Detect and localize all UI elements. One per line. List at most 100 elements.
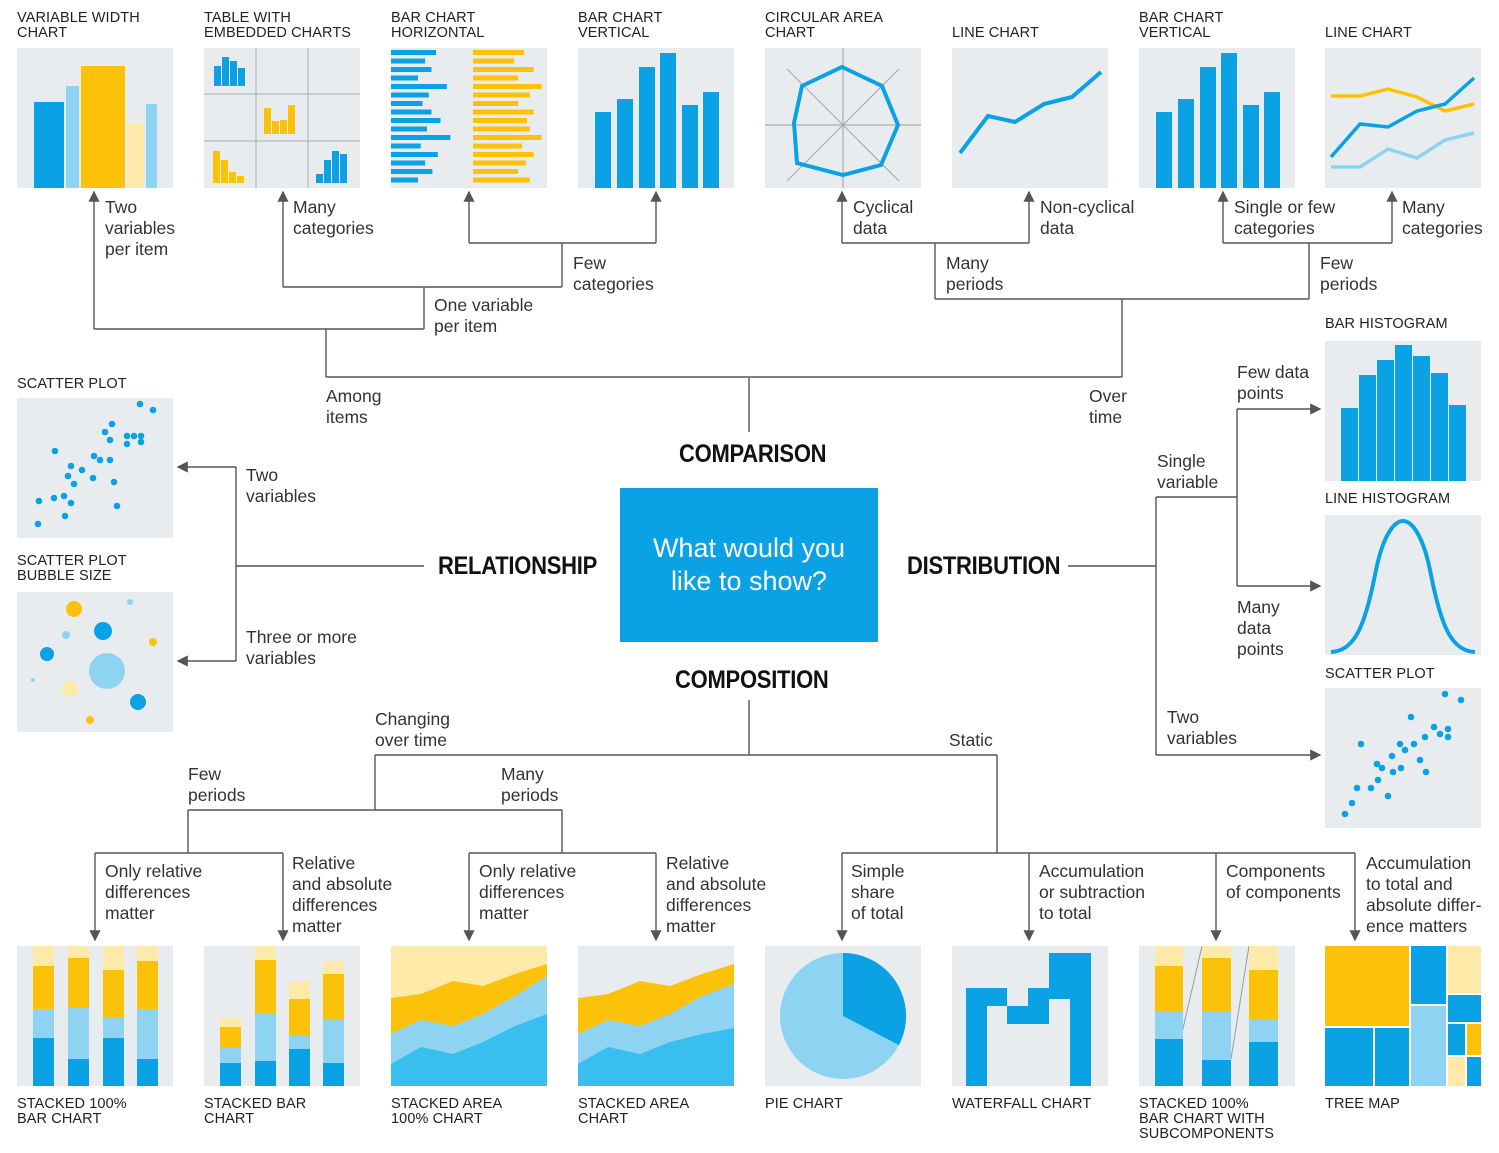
- note-few-data-points: Few data points: [1237, 362, 1309, 403]
- title-table-embedded-charts: TABLE WITH EMBEDDED CHARTS: [204, 10, 352, 41]
- hbar-blue: [391, 143, 421, 149]
- note-many-categories-1: Many categories: [293, 197, 374, 238]
- scatter-dot: [101, 428, 109, 436]
- tree-map-icon: [1325, 946, 1481, 1086]
- hbar-yellow: [473, 143, 522, 149]
- hbar-yellow: [473, 135, 542, 140]
- note-static: Static: [949, 730, 993, 750]
- title-tree-map: TREE MAP: [1325, 1096, 1400, 1112]
- scatter-plot-icon-2: [1325, 688, 1481, 828]
- title-scatter-plot-2: SCATTER PLOT: [1325, 666, 1435, 682]
- title-bar-vertical-2: BAR CHART VERTICAL: [1139, 10, 1224, 41]
- scatter-dot: [149, 406, 157, 414]
- scatter-dot: [1353, 784, 1361, 792]
- scatter-dot: [1388, 752, 1396, 760]
- title-circular-area: CIRCULAR AREA CHART: [765, 10, 884, 41]
- hbar-yellow: [473, 50, 524, 55]
- hbar-blue: [391, 152, 438, 157]
- hbar-blue: [391, 135, 451, 140]
- hbar-yellow: [473, 58, 515, 64]
- hbar-blue: [391, 75, 418, 81]
- center-question-box: What would you like to show?: [620, 488, 878, 642]
- hbar-yellow: [473, 101, 519, 106]
- note-changing-over-time: Changing over time: [375, 709, 450, 750]
- note-single-variable: Single variable: [1157, 451, 1219, 492]
- note-components-of-components: Components of components: [1226, 861, 1341, 902]
- hbar-blue: [391, 160, 426, 166]
- hbar-yellow: [473, 75, 519, 81]
- stacked-area-chart-icon: [578, 946, 734, 1086]
- title-line-chart-1: LINE CHART: [952, 25, 1039, 41]
- note-two-variables-relationship: Two variables: [246, 465, 317, 506]
- heading-relationship: RELATIONSHIP: [438, 552, 597, 580]
- title-stacked-area-100: STACKED AREA 100% CHART: [391, 1096, 503, 1127]
- hbar-yellow: [473, 169, 519, 174]
- heading-comparison: COMPARISON: [679, 440, 827, 468]
- note-few-categories: Few categories: [573, 253, 654, 294]
- note-two-variables-per-item: Two variables per item: [105, 197, 176, 259]
- scatter-dot: [1384, 792, 1392, 800]
- hbar-blue: [391, 126, 427, 132]
- note-many-categories-2: Many categories: [1402, 197, 1483, 238]
- hbar-yellow: [473, 118, 527, 123]
- note-simple-share: Simple share of total: [851, 861, 905, 923]
- hbar-blue: [391, 67, 432, 72]
- line-chart-icon-2: [1325, 48, 1481, 188]
- scatter-dot: [1436, 730, 1444, 738]
- scatter-dot: [64, 472, 72, 480]
- note-two-variables-distribution: Two variables: [1167, 707, 1238, 748]
- scatter-dot: [137, 438, 145, 446]
- scatter-dot: [70, 480, 78, 488]
- note-over-time: Over time: [1089, 386, 1127, 427]
- stacked-area-100-chart-icon: [391, 946, 547, 1086]
- scatter-dot: [123, 432, 131, 440]
- bar-chart-vertical-icon-1: [578, 48, 734, 188]
- note-few-periods-1: Few periods: [1320, 253, 1378, 294]
- stacked-100-bar-chart-icon: [17, 946, 173, 1086]
- scatter-dot: [90, 452, 98, 460]
- table-embedded-charts-icon: [204, 48, 360, 188]
- scatter-dot: [123, 440, 131, 448]
- bar-chart-horizontal-icon: [391, 48, 547, 188]
- note-one-variable-per-item: One variable per item: [434, 295, 534, 336]
- note-single-or-few-categories: Single or few categories: [1234, 197, 1336, 238]
- line-chart-icon-1: [952, 48, 1108, 188]
- scatter-dot: [110, 478, 118, 486]
- scatter-dot: [1378, 764, 1386, 772]
- hbar-yellow: [473, 160, 526, 166]
- heading-distribution: DISTRIBUTION: [907, 552, 1061, 580]
- hbar-yellow: [473, 152, 534, 157]
- scatter-dot: [61, 512, 69, 520]
- scatter-dot: [1444, 725, 1452, 733]
- scatter-dot: [1373, 760, 1381, 768]
- title-pie-chart: PIE CHART: [765, 1096, 843, 1112]
- hbar-yellow: [473, 177, 530, 183]
- hbar-blue: [391, 118, 441, 123]
- scatter-dot: [1421, 733, 1429, 741]
- line-histogram-icon: [1325, 515, 1481, 655]
- scatter-dot: [1430, 723, 1438, 731]
- title-stacked-100-sub: STACKED 100% BAR CHART WITH SUBCOMPONENT…: [1139, 1096, 1275, 1142]
- scatter-dot: [1348, 799, 1356, 807]
- scatter-dot: [1374, 776, 1382, 784]
- stacked-bar-chart-icon: [204, 946, 360, 1086]
- hbar-blue: [391, 58, 426, 64]
- scatter-dot: [1389, 768, 1397, 776]
- scatter-dot: [1401, 746, 1409, 754]
- scatter-dot: [67, 462, 75, 470]
- scatter-dot: [1357, 740, 1365, 748]
- variable-width-chart-icon: [17, 48, 173, 188]
- title-line-histogram: LINE HISTOGRAM: [1325, 491, 1451, 507]
- hbar-yellow: [473, 126, 530, 132]
- note-only-relative-1: Only relative differences matter: [105, 861, 203, 923]
- note-many-periods-2: Many periods: [501, 764, 559, 805]
- circular-area-chart-icon: [765, 48, 921, 188]
- waterfall-chart-icon: [952, 946, 1108, 1086]
- scatter-dot: [136, 400, 144, 408]
- scatter-dot: [1444, 733, 1452, 741]
- scatter-dot: [1407, 713, 1415, 721]
- title-waterfall-chart: WATERFALL CHART: [952, 1096, 1092, 1112]
- note-few-periods-2: Few periods: [188, 764, 246, 805]
- scatter-dot: [1367, 784, 1375, 792]
